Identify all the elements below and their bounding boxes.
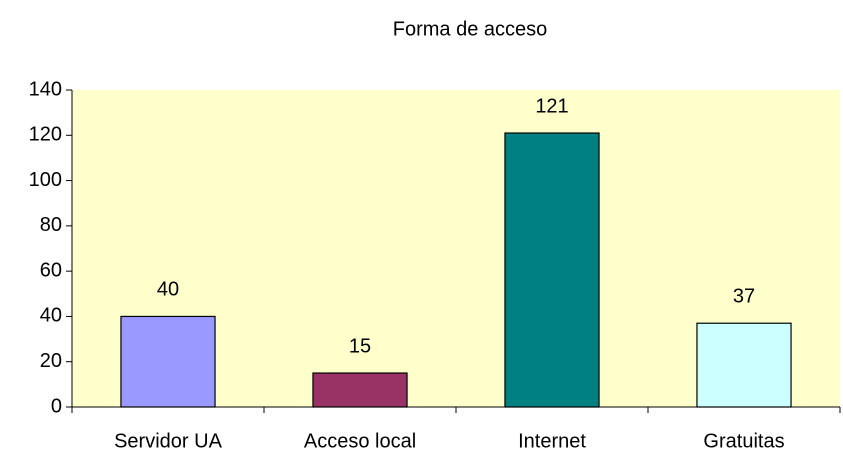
bar [696,322,792,408]
y-tick-label: 80 [40,214,62,236]
data-label: 40 [157,279,179,301]
x-tick-label: Gratuitas [703,430,784,452]
y-tick-label: 20 [40,350,62,372]
x-tick-label: Servidor UA [114,430,222,452]
bar [120,315,216,408]
y-tick-label: 100 [29,169,62,191]
y-tick-label: 60 [40,259,62,281]
data-label: 37 [733,286,755,308]
y-tick-label: 140 [29,78,62,100]
x-tick-label: Acceso local [304,430,416,452]
chart-title: Forma de acceso [393,18,548,40]
y-tick-label: 40 [40,305,62,327]
data-label: 121 [535,95,568,117]
bar [312,372,408,408]
bar [504,132,600,408]
x-tick-label: Internet [518,430,586,452]
y-tick-label: 0 [51,395,62,417]
y-tick-label: 120 [29,124,62,146]
data-label: 15 [349,335,371,357]
